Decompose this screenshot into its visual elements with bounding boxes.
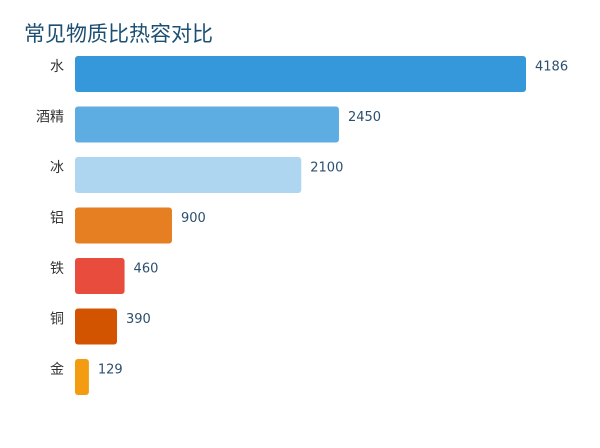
category-label: 冰 [50, 160, 64, 176]
category-label: 铁 [50, 261, 64, 277]
value-label: 2450 [348, 110, 381, 125]
category-label: 酒精 [36, 110, 64, 126]
value-label: 390 [126, 312, 151, 327]
bar-金 [75, 359, 89, 395]
bar-酒精 [75, 106, 339, 143]
value-label: 2100 [310, 161, 343, 176]
value-label: 900 [181, 211, 206, 226]
bar-冰 [75, 157, 302, 193]
bar-水 [75, 56, 526, 92]
bar-铜 [75, 308, 118, 345]
category-label: 金 [50, 362, 64, 378]
category-label: 水 [50, 59, 64, 75]
value-label: 4186 [535, 60, 568, 75]
category-label: 铜 [50, 312, 64, 328]
category-label: 铝 [50, 211, 64, 227]
bar-铝 [75, 207, 172, 244]
chart-title: 常见物质比热容对比 [24, 22, 213, 46]
value-label: 460 [134, 262, 159, 277]
bar-铁 [75, 258, 125, 294]
value-label: 129 [98, 363, 123, 378]
